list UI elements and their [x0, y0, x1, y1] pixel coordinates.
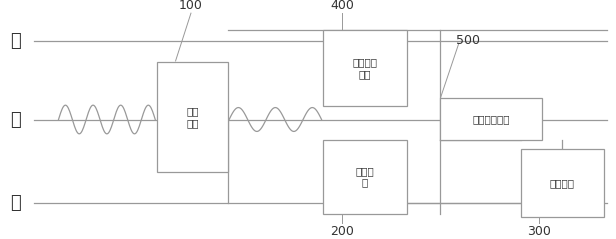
Bar — [440, 98, 542, 140]
Bar — [323, 30, 407, 106]
Text: 300: 300 — [527, 225, 551, 238]
Bar — [157, 62, 228, 172]
Text: 整流电
路: 整流电 路 — [355, 166, 375, 188]
Text: 高压电极: 高压电极 — [549, 179, 575, 188]
Text: 400: 400 — [330, 0, 354, 12]
Text: 负离子发生器: 负离子发生器 — [472, 114, 510, 124]
Text: 降压滤波
电路: 降压滤波 电路 — [352, 57, 378, 79]
Text: 升压
电路: 升压 电路 — [186, 106, 199, 128]
Text: 零: 零 — [10, 194, 21, 212]
Text: 火: 火 — [10, 110, 21, 129]
Text: 500: 500 — [456, 34, 480, 47]
Bar — [521, 149, 604, 217]
Text: 地: 地 — [10, 32, 21, 50]
Text: 200: 200 — [330, 225, 354, 238]
Text: 100: 100 — [179, 0, 203, 12]
Bar — [323, 140, 407, 214]
